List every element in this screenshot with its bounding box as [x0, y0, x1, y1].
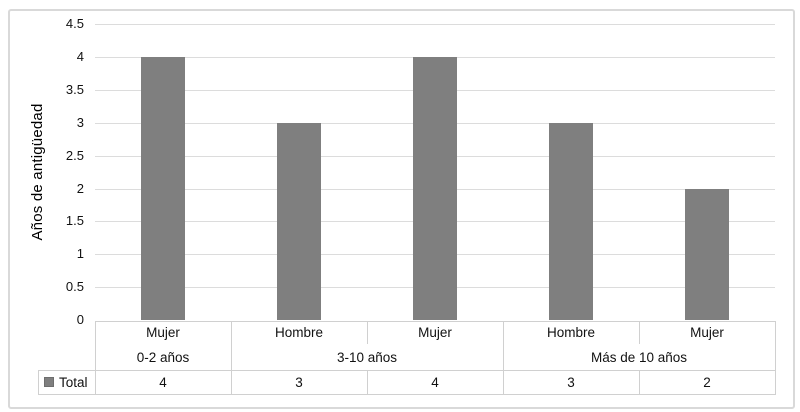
- table-border-line: [231, 321, 232, 395]
- total-value-cell: 4: [431, 374, 439, 390]
- total-value-cell: 3: [567, 374, 575, 390]
- table-border-line: [639, 370, 640, 395]
- table-border-line: [38, 394, 776, 395]
- category-cell: Hombre: [546, 325, 595, 340]
- table-border-line: [38, 370, 776, 371]
- y-tick-label: 1.5: [65, 213, 84, 228]
- table-border-line: [367, 370, 368, 395]
- category-cell: Mujer: [690, 325, 724, 340]
- bar: [277, 123, 321, 320]
- category-cell: Hombre: [274, 325, 323, 340]
- table-border-line: [38, 370, 39, 395]
- legend-swatch-icon: [44, 377, 54, 387]
- legend-label: Total: [59, 374, 88, 390]
- y-tick-label: 4.5: [65, 16, 84, 31]
- bar: [685, 189, 729, 320]
- y-tick-label: 2.5: [65, 148, 84, 163]
- table-border-line: [639, 321, 640, 344]
- group-cell: Más de 10 años: [590, 349, 688, 365]
- y-tick-label: 4: [76, 49, 84, 64]
- group-cell: 3-10 años: [336, 349, 398, 365]
- y-tick-label: 0: [76, 312, 84, 327]
- table-border-line: [503, 321, 504, 395]
- bar: [549, 123, 593, 320]
- y-tick-label: 0.5: [65, 279, 84, 294]
- category-cell: Mujer: [418, 325, 452, 340]
- y-tick-label: 2: [76, 181, 84, 196]
- total-value-cell: 2: [703, 374, 711, 390]
- y-tick-label: 1: [76, 246, 84, 261]
- table-border-line: [95, 321, 776, 322]
- legend-cell: Total: [38, 370, 95, 394]
- y-tick-label: 3.5: [65, 82, 84, 97]
- bar: [141, 57, 185, 320]
- total-value-cell: 4: [159, 374, 167, 390]
- bar: [413, 57, 457, 320]
- gridline: [95, 24, 775, 25]
- table-border-line: [775, 321, 776, 395]
- group-cell: 0-2 años: [136, 349, 190, 365]
- table-border-line: [95, 321, 96, 395]
- category-cell: Mujer: [146, 325, 180, 340]
- y-tick-label: 3: [76, 115, 84, 130]
- table-border-line: [367, 321, 368, 344]
- total-value-cell: 3: [295, 374, 303, 390]
